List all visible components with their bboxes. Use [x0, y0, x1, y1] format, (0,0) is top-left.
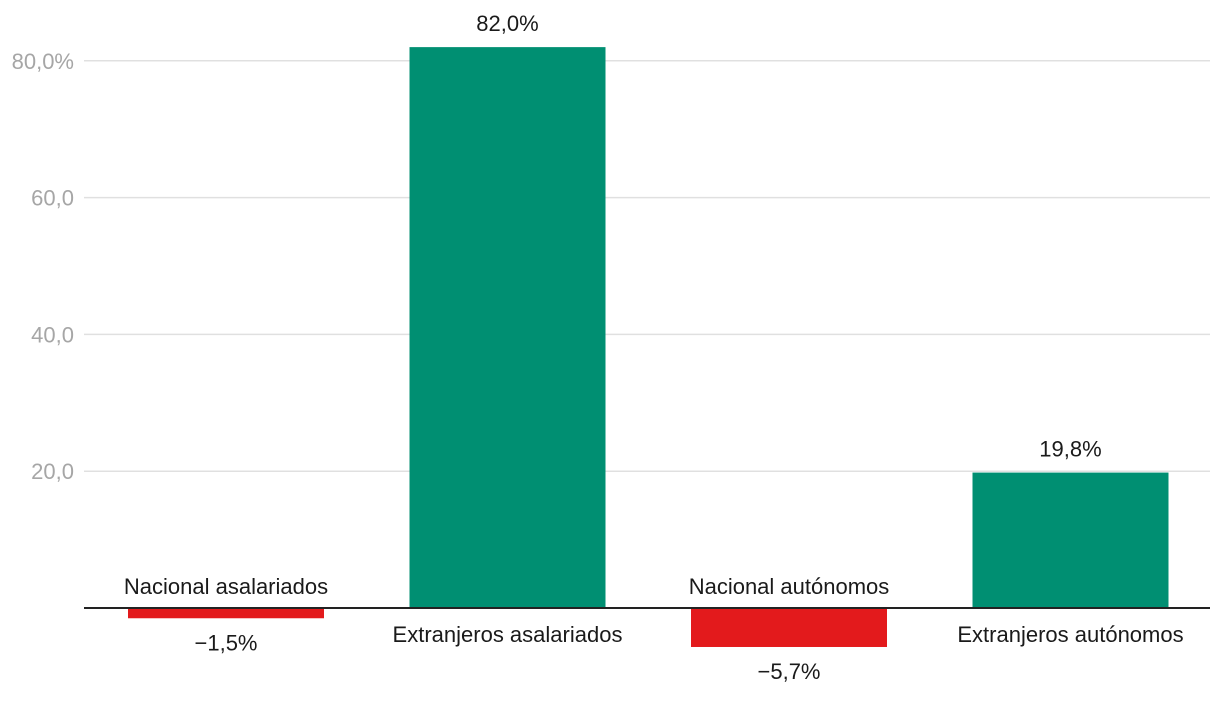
y-tick-label: 20,0 — [31, 459, 74, 484]
value-labels: −1,5% 82,0% −5,7% 19,8% — [195, 11, 1102, 684]
category-label: Nacional asalariados — [124, 574, 328, 599]
bar — [128, 608, 324, 619]
y-axis-tick-labels: 20,0 40,0 60,0 80,0% — [12, 49, 74, 484]
category-label: Extranjeros autónomos — [957, 622, 1183, 647]
category-labels: Nacional asalariados Extranjeros asalaria… — [124, 574, 1184, 647]
bars — [128, 47, 1169, 647]
bar — [691, 608, 887, 647]
y-tick-label: 60,0 — [31, 186, 74, 211]
gridlines — [84, 60, 1210, 472]
value-label: 19,8% — [1039, 437, 1101, 462]
y-tick-label: 80,0% — [12, 49, 74, 74]
category-label: Nacional autónomos — [689, 574, 890, 599]
value-label: −1,5% — [195, 630, 258, 655]
bar — [972, 472, 1169, 608]
value-label: −5,7% — [758, 659, 821, 684]
category-label: Extranjeros asalariados — [393, 622, 623, 647]
bar — [409, 47, 606, 609]
y-tick-label: 40,0 — [31, 322, 74, 347]
value-label: 82,0% — [476, 11, 538, 36]
